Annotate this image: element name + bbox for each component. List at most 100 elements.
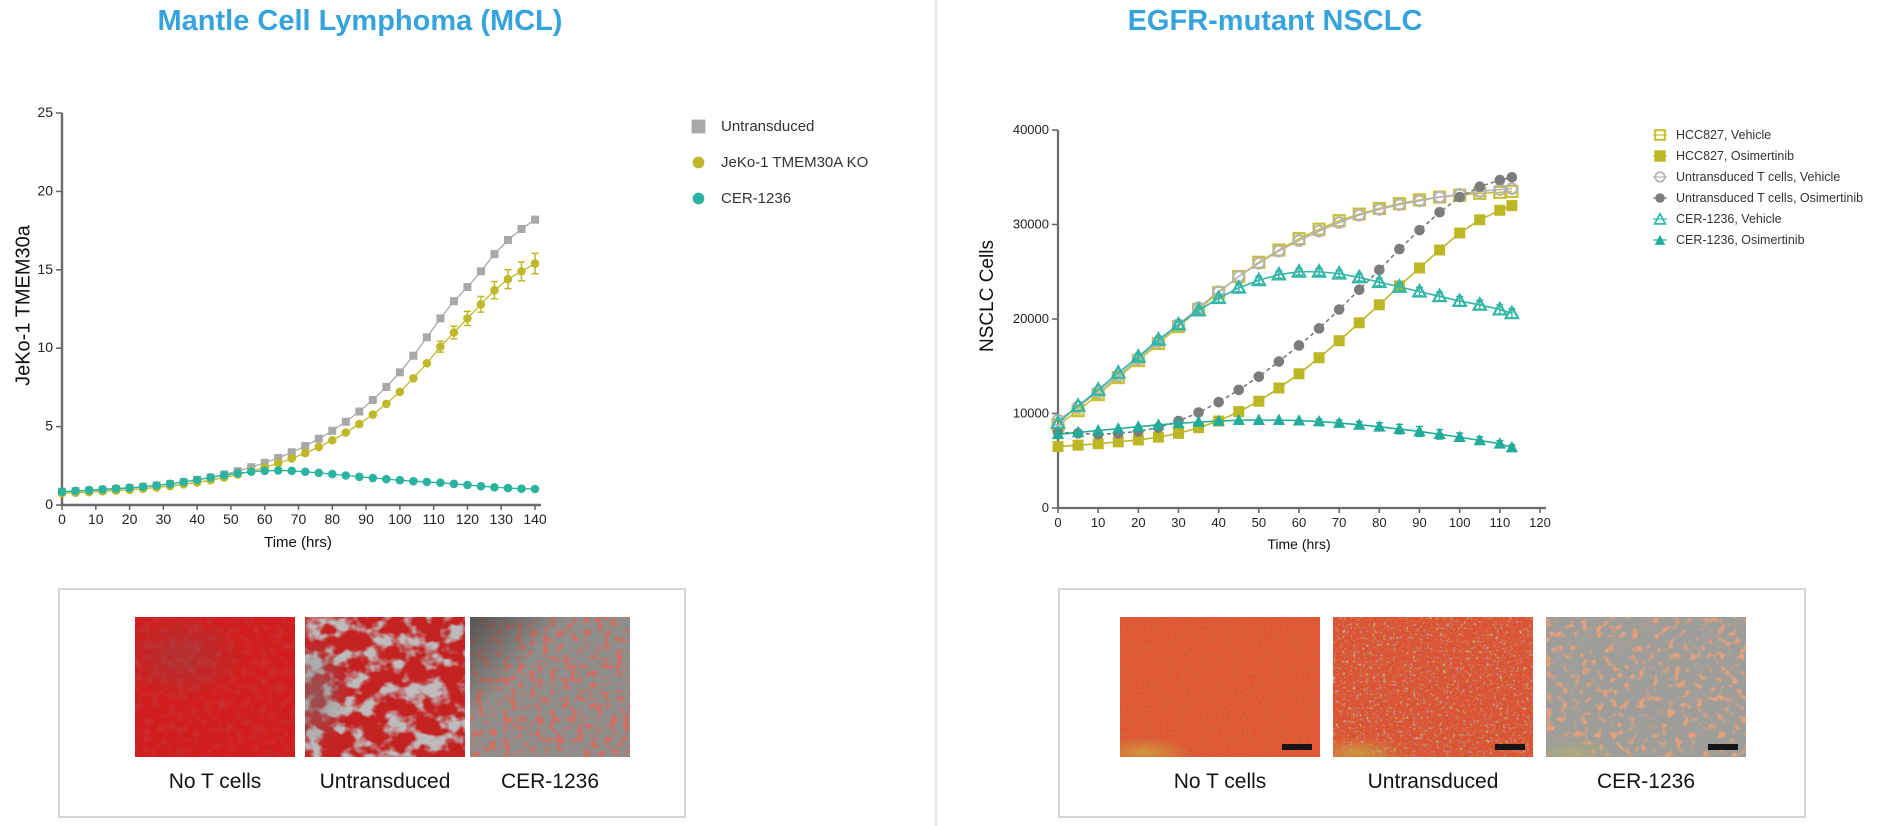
data-point [1391, 278, 1408, 293]
y-tick-label: 0 [1042, 500, 1049, 515]
data-point [287, 454, 297, 463]
data-point [1491, 300, 1508, 316]
data-point [1071, 425, 1085, 438]
caption-nsclc-untransduced: Untransduced [1367, 770, 1499, 793]
legend-label: CER-1236 [721, 190, 792, 207]
data-point [1434, 206, 1445, 218]
mcl-y-axis-title: JeKo-1 TMEM30a [12, 225, 35, 386]
x-tick-label: 130 [490, 511, 514, 527]
legend-marker-circle-open-icon [1653, 170, 1667, 184]
noise-texture [135, 617, 295, 757]
data-point [1252, 256, 1266, 270]
series-hcc827-vehicle [1051, 184, 1519, 432]
mcl-panel-title: Mantle Cell Lymphoma (MCL) [157, 5, 563, 37]
data-point [327, 469, 337, 479]
data-point [327, 435, 337, 445]
x-tick-label: 20 [1131, 515, 1145, 530]
data-point [287, 448, 296, 457]
data-point [1494, 204, 1506, 216]
data-point [517, 267, 526, 276]
data-point [98, 485, 107, 494]
data-point [436, 314, 445, 323]
data-point [1132, 434, 1144, 446]
x-tick-label: 100 [388, 511, 412, 527]
microscopy-image-mcl-no-t-cells [135, 617, 295, 757]
data-point [125, 483, 134, 493]
data-point [1493, 437, 1507, 449]
series-line [1057, 176, 1513, 436]
data-point [1373, 420, 1386, 432]
data-point [1233, 406, 1245, 418]
data-point [436, 478, 445, 488]
data-point [1372, 202, 1386, 216]
series-hcc827-osimertinib [1052, 200, 1518, 453]
mcl-legend: Untransduced JeKo-1 TMEM30A KO CER-1236 [690, 118, 868, 226]
data-point [1505, 441, 1519, 453]
data-point [1453, 430, 1466, 442]
x-tick-label: 60 [1292, 515, 1306, 530]
data-point [152, 481, 161, 490]
x-tick-label: 40 [189, 511, 205, 527]
data-point [1373, 299, 1385, 311]
data-point [1170, 315, 1187, 331]
scale-bar [1495, 744, 1525, 750]
data-point [1311, 262, 1328, 278]
legend-label: Untransduced T cells, Vehicle [1676, 170, 1841, 184]
data-point [1353, 418, 1366, 430]
data-point [1112, 422, 1125, 434]
data-point [1112, 436, 1124, 448]
data-point [449, 328, 459, 337]
legend-label: HCC827, Vehicle [1676, 128, 1772, 142]
y-tick-label: 40000 [1013, 122, 1049, 137]
data-point [1414, 262, 1425, 274]
data-point [1394, 243, 1405, 255]
caption-mcl-untransduced: Untransduced [319, 770, 451, 793]
x-tick-label: 120 [1529, 515, 1551, 530]
data-point [1252, 413, 1266, 425]
data-point [1471, 296, 1488, 311]
series-line [1057, 190, 1512, 426]
data-point [1292, 414, 1306, 426]
data-point [1434, 244, 1446, 256]
data-point [1232, 413, 1245, 425]
chart-mcl: 0 10 20 30 40 50 60 70 80 90 100 110 120 130 140 0 5 10 15… [37, 104, 546, 527]
data-point [517, 484, 526, 493]
microscopy-image-nsclc-untransduced [1333, 617, 1533, 757]
data-point [314, 434, 323, 443]
y-tick-label: 20000 [1013, 311, 1049, 326]
data-point [476, 481, 486, 491]
caption-mcl-no-t-cells: No T cells [168, 770, 262, 793]
data-point [273, 458, 283, 468]
data-point [274, 453, 283, 462]
chart-nsclc: 0 10 20 30 40 50 60 70 80 90 100 110 120 0 10000 20000 3… [1013, 122, 1551, 530]
data-point [503, 274, 513, 284]
data-point [490, 482, 499, 492]
data-point [436, 342, 445, 351]
microscopy-image-mcl-cer-1236 [470, 617, 630, 757]
data-point [368, 473, 378, 483]
data-point [1152, 418, 1165, 430]
mcl-x-axis-title: Time (hrs) [264, 534, 332, 551]
data-point [1393, 422, 1406, 434]
data-point [1273, 382, 1285, 394]
data-point [395, 475, 405, 485]
legend-marker-triangle-open-icon [1653, 211, 1667, 226]
data-point [1503, 304, 1520, 320]
data-point [1353, 284, 1365, 296]
data-point [1290, 262, 1308, 278]
data-point [1210, 289, 1227, 305]
y-tick-label: 15 [37, 261, 53, 277]
data-point [341, 428, 351, 437]
data-point [206, 473, 215, 482]
data-point [138, 482, 148, 491]
data-point [1312, 415, 1326, 427]
data-point [382, 382, 391, 391]
scale-bar [1708, 744, 1738, 750]
data-point [300, 448, 310, 458]
legend-row-untransduced-vehicle: Untransduced T cells, Vehicle [1653, 170, 1863, 184]
data-point [517, 225, 526, 234]
data-point [84, 485, 94, 495]
x-tick-label: 140 [523, 511, 547, 527]
x-tick-label: 0 [1054, 515, 1061, 530]
